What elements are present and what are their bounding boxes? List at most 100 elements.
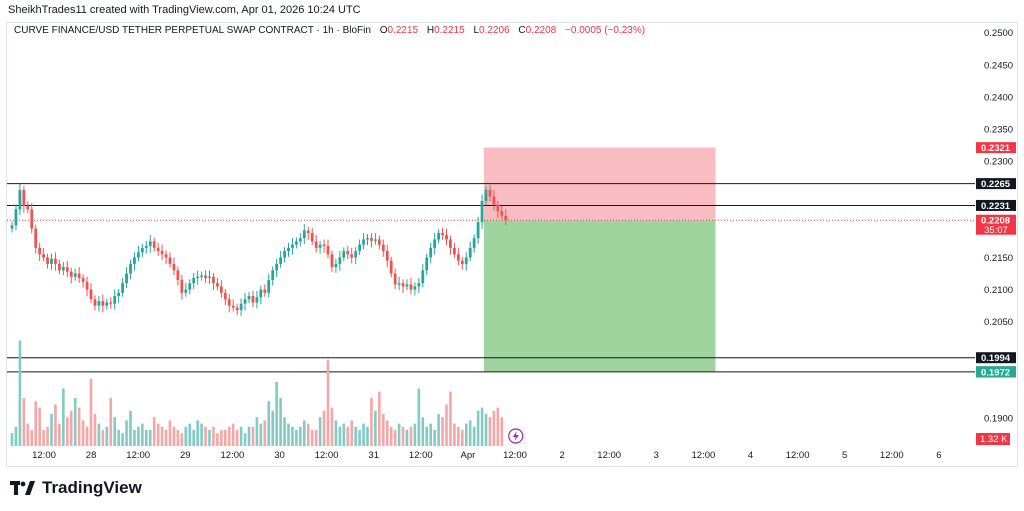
candle-body — [441, 233, 444, 235]
candle-body — [504, 215, 508, 221]
candle-body — [492, 196, 496, 205]
candle-body — [500, 211, 504, 216]
candle-body — [358, 244, 361, 252]
candle-body — [389, 260, 393, 274]
candle-body — [160, 251, 164, 255]
volume-bar — [89, 378, 93, 446]
volume-bar — [318, 417, 322, 446]
volume-bar — [192, 430, 195, 446]
volume-bar — [141, 423, 144, 446]
candle-body — [267, 279, 271, 293]
y-axis-tick-label: 0.2100 — [984, 285, 1013, 296]
volume-bar — [389, 426, 393, 446]
volume-bar — [453, 423, 456, 446]
volume-bar — [62, 388, 65, 446]
price-axis-label-text: 0.2321 — [981, 143, 1011, 154]
volume-bar — [38, 407, 41, 446]
volume-bar — [267, 401, 271, 446]
volume-bar — [66, 417, 69, 446]
volume-bar — [220, 430, 223, 446]
volume-bar — [168, 420, 172, 446]
volume-bar — [247, 426, 251, 446]
volume-bar — [405, 430, 409, 446]
candle-body — [472, 238, 476, 248]
candle-body — [10, 225, 14, 229]
volume-bar — [409, 426, 413, 446]
candle-body — [295, 241, 298, 245]
candle-body — [196, 276, 200, 279]
symbol-legend: CURVE FINANCE/USD TETHER PERPETUAL SWAP … — [14, 25, 645, 36]
volume-bar — [243, 433, 247, 446]
candle-body — [89, 289, 93, 300]
candle-body — [223, 292, 227, 300]
low-label: L — [473, 25, 480, 36]
candle-body — [302, 230, 306, 239]
candle-body — [291, 244, 294, 248]
volume-bar — [342, 423, 346, 446]
volume-bar — [156, 423, 160, 446]
volume-bar — [488, 417, 492, 446]
candle-body — [73, 273, 77, 277]
candle-body — [385, 251, 389, 261]
volume-bar — [14, 426, 18, 446]
candle-body — [184, 289, 188, 293]
candle-body — [271, 270, 275, 280]
volume-bar — [366, 426, 369, 446]
candle-body — [342, 251, 346, 258]
volume-bar — [468, 420, 472, 446]
candle-body — [65, 267, 69, 272]
candle-body — [180, 279, 184, 293]
volume-bar — [306, 423, 310, 446]
candle-body — [30, 209, 34, 229]
candle-body — [93, 299, 97, 306]
volume-bar — [101, 430, 105, 446]
volume-bar — [413, 423, 417, 446]
volume-bar — [397, 423, 401, 446]
volume-bar — [121, 433, 124, 446]
volume-bar — [358, 430, 361, 446]
volume-bar — [164, 430, 168, 446]
candle-body — [405, 284, 409, 287]
candle-body — [50, 258, 53, 264]
candle-body — [255, 297, 259, 303]
candle-body — [125, 273, 128, 284]
candle-body — [97, 301, 101, 306]
tradingview-wordmark: TradingView — [42, 478, 142, 497]
price-axis-label-text: 0.2265 — [981, 179, 1011, 190]
take-profit-zone[interactable] — [484, 220, 716, 372]
volume-bar — [385, 420, 389, 446]
volume-bar — [275, 382, 278, 446]
volume-bar — [314, 430, 318, 446]
candle-body — [14, 209, 18, 226]
volume-bar — [330, 407, 334, 446]
volume-bar — [227, 426, 231, 446]
volume-bar — [180, 433, 184, 446]
high-label: H — [426, 25, 435, 36]
candle-body — [397, 283, 401, 285]
volume-bar — [208, 430, 211, 446]
volume-bar — [224, 430, 227, 446]
x-axis-tick-label: 12:00 — [880, 450, 904, 461]
volume-bar — [457, 426, 460, 446]
candle-body — [464, 257, 468, 264]
candle-body — [117, 292, 121, 297]
candle-body — [22, 190, 26, 207]
volume-axis-label — [976, 433, 1010, 445]
volume-bar — [239, 426, 243, 446]
candle-body — [172, 263, 176, 271]
candle-body — [374, 239, 377, 241]
volume-bar — [109, 398, 113, 446]
candle-body — [144, 245, 148, 248]
volume-bar — [148, 430, 152, 446]
candle-body — [137, 252, 140, 258]
candle-body — [164, 254, 168, 258]
volume-bar — [145, 430, 148, 446]
open-value: 0.2215 — [387, 25, 419, 36]
volume-bar — [160, 426, 164, 446]
x-axis-tick-label: 12:00 — [126, 450, 150, 461]
candle-body — [239, 303, 243, 311]
candle-body — [101, 301, 105, 306]
volume-bar — [445, 404, 448, 446]
open-label: O — [379, 25, 388, 36]
